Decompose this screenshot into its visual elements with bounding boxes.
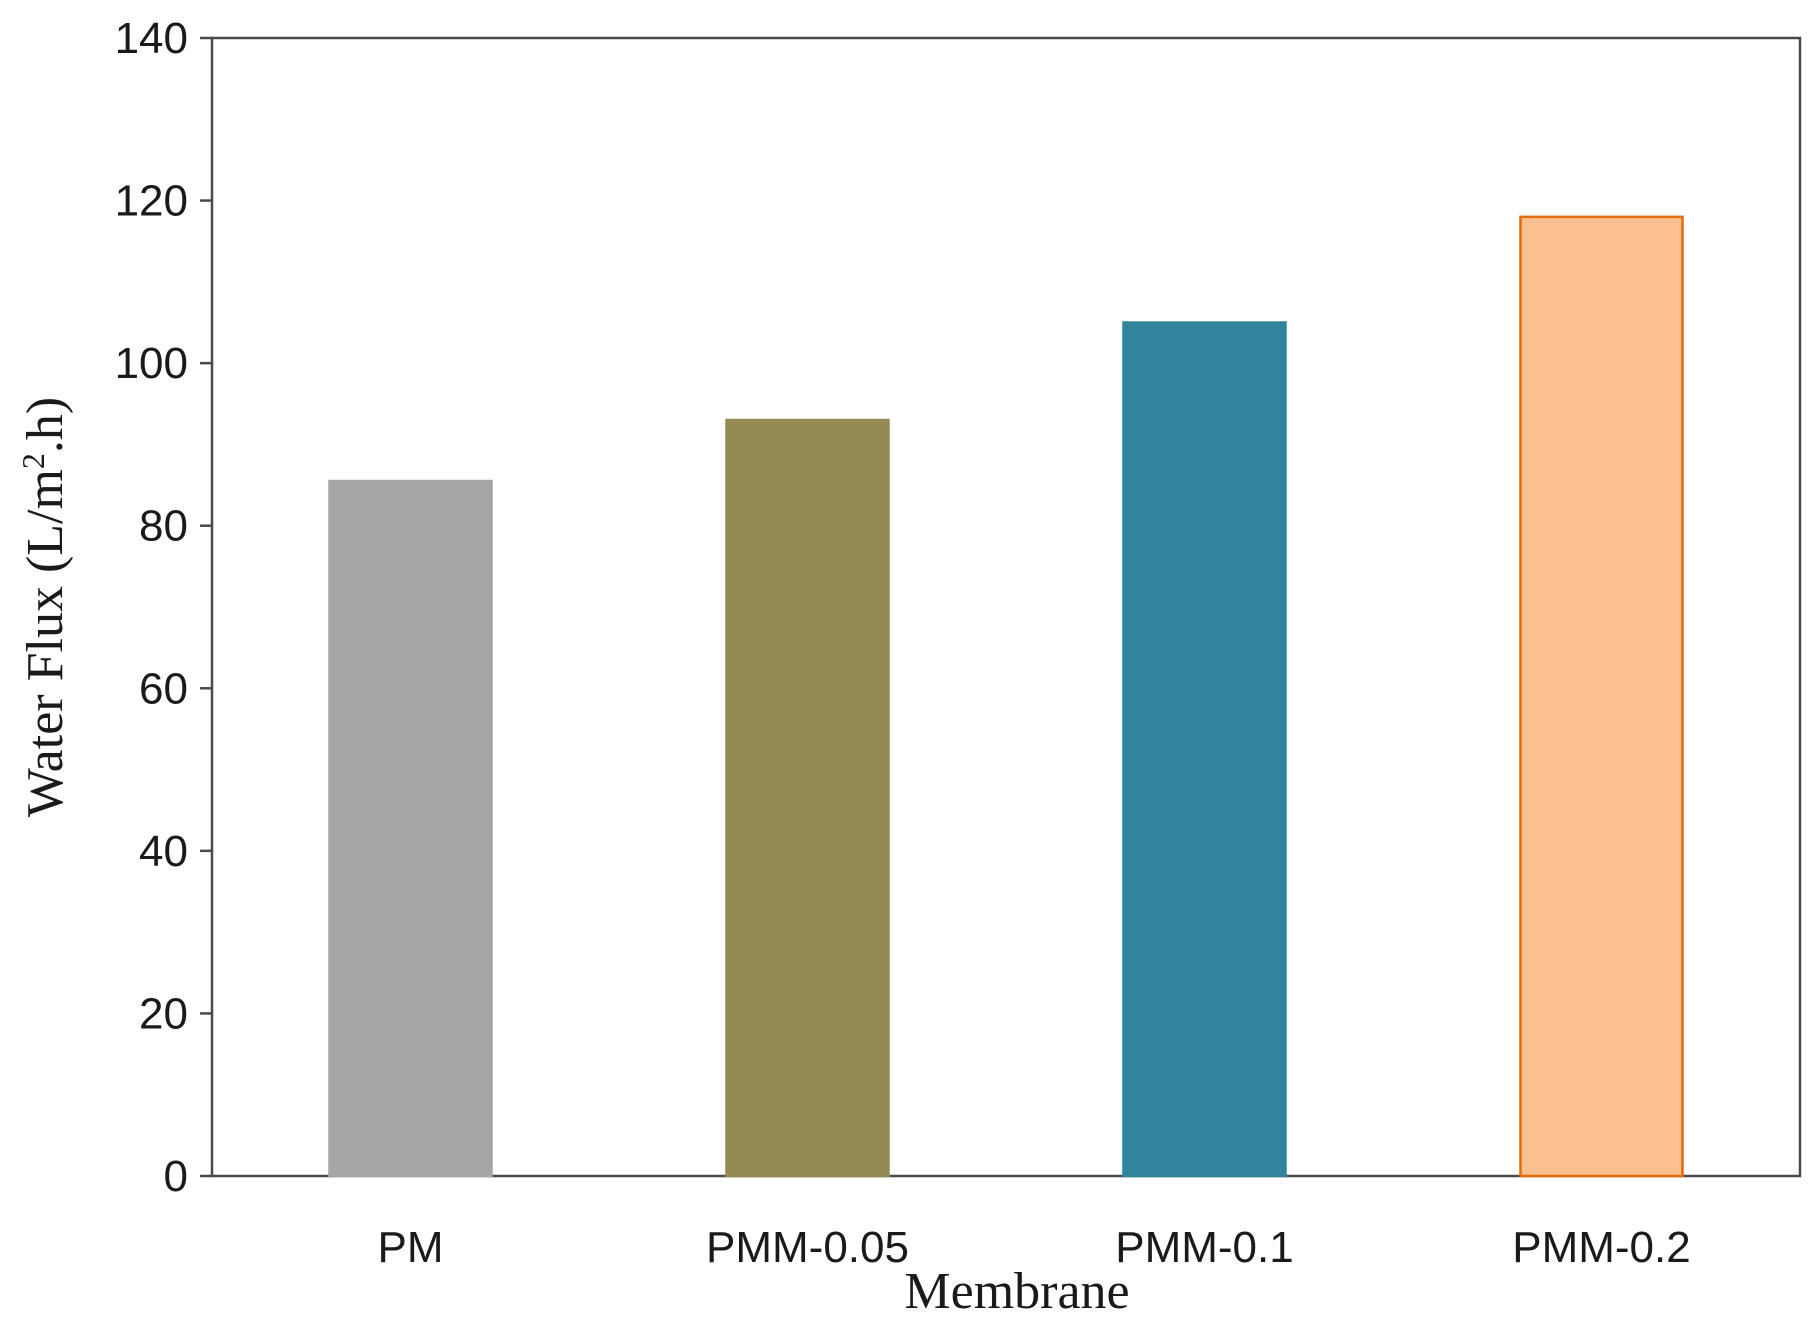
- y-axis-title-main: Water Flux (L/m: [17, 469, 74, 817]
- y-axis-title-tail: .h): [17, 397, 74, 453]
- y-tick-label: 120: [115, 177, 188, 226]
- y-axis-title-superscript: 2: [15, 453, 51, 469]
- bars: [328, 215, 1684, 1178]
- plot-frame: [210, 36, 1802, 1178]
- x-tick-label: PMM-0.05: [706, 1223, 909, 1272]
- y-tick-label: 140: [115, 14, 188, 63]
- x-tick-label: PMM-0.1: [1115, 1223, 1293, 1272]
- x-tick-label: PMM-0.2: [1512, 1223, 1690, 1272]
- y-tick-label: 0: [164, 1152, 188, 1201]
- y-tick-label: 60: [139, 664, 188, 713]
- x-axis-tick-labels: PM PMM-0.05 PMM-0.1 PMM-0.2: [378, 1223, 1691, 1272]
- y-tick-label: 40: [139, 827, 188, 876]
- y-tick-label: 100: [115, 339, 188, 388]
- y-axis-title: Water Flux (L/m2.h): [15, 397, 74, 818]
- bar-pmm-0-05: [725, 418, 890, 1178]
- x-axis-title: Membrane: [904, 1263, 1129, 1320]
- x-tick-label: PM: [378, 1223, 444, 1272]
- bar-pmm-0-2: [1519, 215, 1684, 1178]
- y-tick-label: 80: [139, 502, 188, 551]
- y-axis-ticks: 0 20 40 60 80 100 120 140: [115, 14, 212, 1201]
- y-tick-label: 20: [139, 989, 188, 1038]
- bar-pm: [328, 479, 493, 1178]
- bar-pmm-0-1: [1122, 321, 1287, 1178]
